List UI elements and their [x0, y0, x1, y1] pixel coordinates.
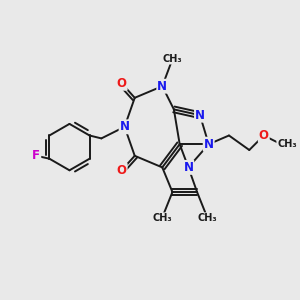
- Text: CH₃: CH₃: [152, 213, 172, 223]
- Text: O: O: [259, 129, 269, 142]
- Text: N: N: [157, 80, 167, 93]
- Text: O: O: [117, 77, 127, 90]
- Text: N: N: [195, 109, 205, 122]
- Text: CH₃: CH₃: [163, 54, 182, 64]
- Text: F: F: [32, 149, 40, 162]
- Text: CH₃: CH₃: [197, 213, 217, 223]
- Text: N: N: [120, 120, 130, 133]
- Text: N: N: [183, 161, 194, 174]
- Text: O: O: [117, 164, 127, 177]
- Text: N: N: [204, 138, 214, 151]
- Text: CH₃: CH₃: [277, 139, 297, 149]
